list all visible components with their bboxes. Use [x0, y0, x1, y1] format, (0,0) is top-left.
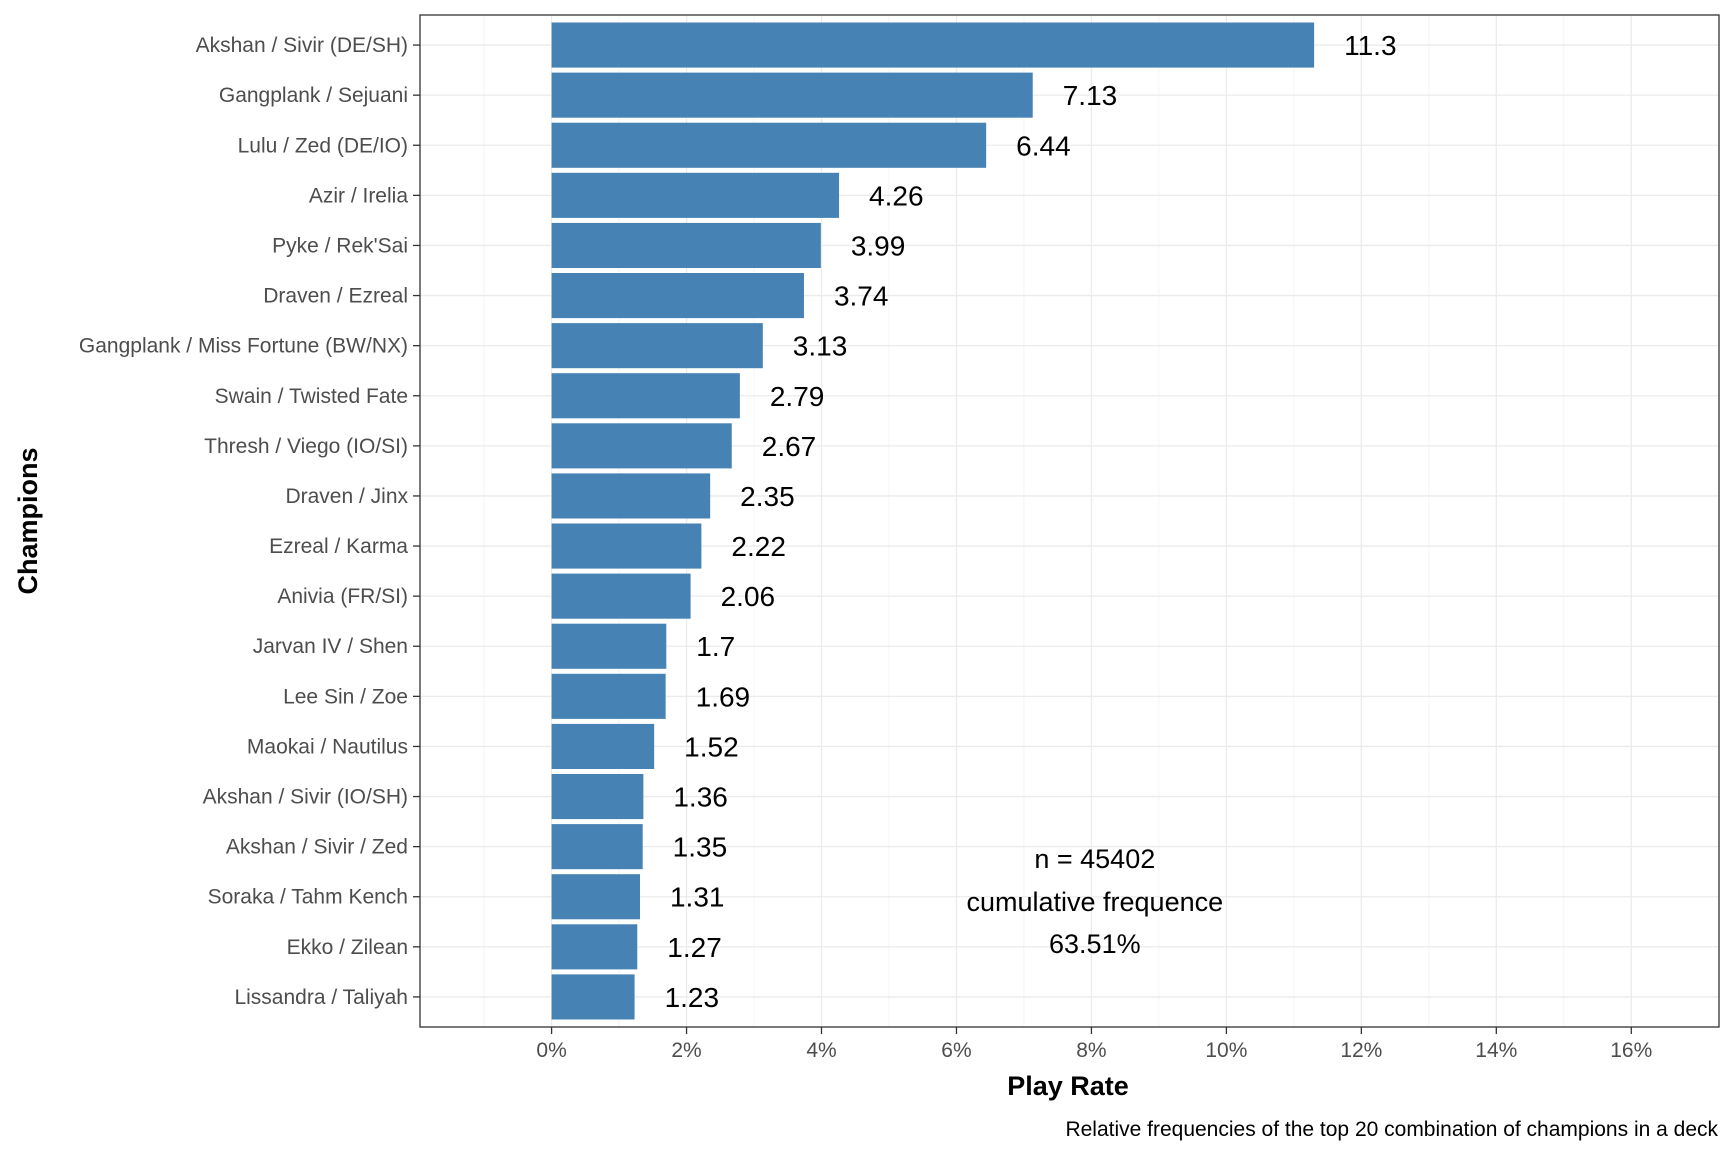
y-tick-label: Azir / Irelia — [309, 184, 409, 207]
y-axis: Akshan / Sivir (DE/SH) Gangplank / Sejuan… — [79, 34, 420, 1009]
bar-value-label: 3.99 — [851, 230, 906, 261]
bars — [551, 22, 1315, 1020]
x-axis: 0% 2% 4% 6% 8% 10% 12% 14% 16% — [536, 1027, 1652, 1062]
annotation-line-n: n = 45402 — [1034, 844, 1155, 874]
bar-value-label: 2.35 — [740, 481, 795, 512]
bar-value-label: 7.13 — [1063, 80, 1118, 111]
x-tick-label: 6% — [941, 1039, 971, 1062]
x-tick-label: 12% — [1340, 1039, 1382, 1062]
bar — [551, 273, 804, 319]
annotation-line-percent: 63.51% — [1049, 929, 1141, 959]
bar — [551, 373, 740, 419]
x-tick-label: 2% — [671, 1039, 701, 1062]
bar-value-label: 3.13 — [793, 331, 848, 362]
bar — [551, 72, 1033, 118]
bar — [551, 874, 640, 920]
bar — [551, 673, 666, 719]
bar — [551, 172, 840, 218]
y-tick-label: Swain / Twisted Fate — [215, 385, 408, 408]
y-tick-label: Draven / Ezreal — [263, 285, 408, 308]
y-tick-label: Akshan / Sivir / Zed — [226, 836, 408, 859]
y-tick-label: Soraka / Tahm Kench — [208, 886, 408, 909]
bar — [551, 824, 643, 870]
y-tick-label: Pyke / Rek'Sai — [272, 234, 408, 257]
bar — [551, 323, 763, 369]
x-tick-label: 0% — [536, 1039, 566, 1062]
y-tick-label: Jarvan IV / Shen — [253, 635, 408, 658]
y-tick-label: Ekko / Zilean — [287, 936, 408, 959]
y-tick-label: Maokai / Nautilus — [247, 735, 408, 758]
annotation: n = 45402 cumulative frequence 63.51% — [966, 844, 1223, 959]
y-tick-label: Lissandra / Taliyah — [234, 986, 408, 1009]
bar — [551, 924, 638, 970]
bar-value-label: 11.3 — [1344, 30, 1396, 61]
y-tick-label: Lee Sin / Zoe — [283, 685, 408, 708]
bar-value-label: 2.06 — [721, 581, 776, 612]
bar — [551, 974, 635, 1020]
x-tick-label: 4% — [806, 1039, 836, 1062]
bar-value-label: 4.26 — [869, 180, 924, 211]
bar-value-label: 3.74 — [834, 281, 889, 312]
bar-value-label: 2.22 — [731, 531, 786, 562]
x-tick-label: 10% — [1205, 1039, 1247, 1062]
x-tick-label: 8% — [1076, 1039, 1106, 1062]
bar — [551, 222, 821, 268]
x-tick-label: 16% — [1610, 1039, 1652, 1062]
y-tick-label: Anivia (FR/SI) — [277, 585, 408, 608]
y-tick-label: Draven / Jinx — [285, 485, 408, 508]
chart-caption: Relative frequencies of the top 20 combi… — [1065, 1118, 1718, 1141]
y-axis-title: Champions — [13, 447, 43, 594]
y-tick-label: Thresh / Viego (IO/SI) — [204, 435, 408, 458]
bar-value-label: 1.31 — [670, 882, 725, 913]
bar-value-label: 2.79 — [770, 381, 825, 412]
y-tick-label: Gangplank / Sejuani — [219, 84, 408, 107]
bar — [551, 122, 987, 168]
bar — [551, 423, 732, 469]
bar-value-label: 2.67 — [762, 431, 817, 462]
bar-value-label: 1.7 — [696, 631, 735, 662]
bar — [551, 623, 667, 669]
bar-value-label: 1.23 — [665, 982, 720, 1013]
annotation-line-label: cumulative frequence — [966, 887, 1223, 917]
x-axis-title: Play Rate — [1007, 1071, 1129, 1101]
y-tick-label: Gangplank / Miss Fortune (BW/NX) — [79, 335, 408, 358]
y-tick-label: Ezreal / Karma — [269, 535, 408, 558]
plot-panel-border — [419, 14, 1720, 1028]
bar — [551, 22, 1315, 68]
bar-value-label: 1.52 — [684, 731, 739, 762]
bar-value-label: 6.44 — [1016, 130, 1071, 161]
bar — [551, 523, 702, 569]
bar-value-label: 1.36 — [673, 782, 728, 813]
bar — [551, 473, 711, 519]
bar-value-label: 1.69 — [696, 681, 751, 712]
x-tick-label: 14% — [1475, 1039, 1517, 1062]
bar — [551, 723, 655, 769]
y-tick-label: Akshan / Sivir (DE/SH) — [196, 34, 408, 57]
bar — [551, 573, 691, 619]
bar-value-label: 1.35 — [673, 832, 728, 863]
y-tick-label: Lulu / Zed (DE/IO) — [238, 134, 408, 157]
data-labels: 11.3 7.13 6.44 4.26 3.99 3.74 3.13 2.79 2.67 2.35… — [665, 30, 1397, 1013]
y-tick-label: Akshan / Sivir (IO/SH) — [203, 786, 408, 809]
bar-value-label: 1.27 — [667, 932, 722, 963]
bar — [551, 774, 644, 820]
